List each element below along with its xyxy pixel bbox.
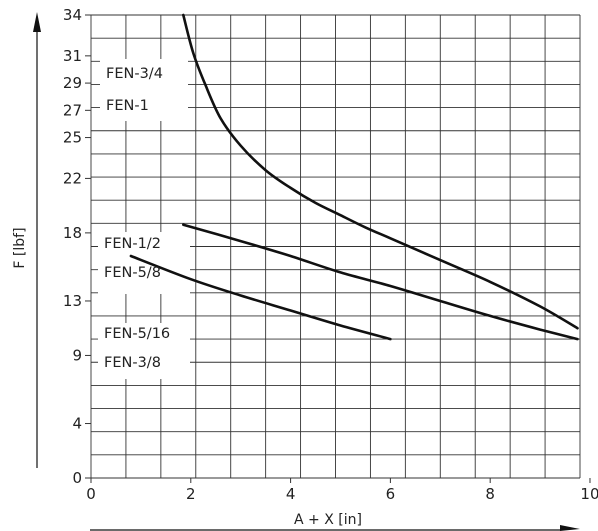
x-tick-label: 4 [286,485,296,503]
series-label: FEN-3/4 [106,66,163,82]
y-tick-labels: 0 4 9 13 18 22 25 27 29 31 34 [63,6,91,487]
series-label: FEN-5/16 [104,326,170,342]
x-tick-label: 2 [186,485,196,503]
x-axis-arrowhead [560,525,580,531]
series-labels: FEN-3/4 FEN-1 FEN-1/2 FEN-5/8 FEN-5/16 FEN-3/… [104,66,170,371]
series-label: FEN-1 [106,98,149,114]
y-tick-label: 18 [63,224,82,242]
series-line-2 [182,223,579,341]
series-label: FEN-5/8 [104,265,161,281]
grid-lines [90,14,581,479]
series-label: FEN-1/2 [104,236,161,252]
x-tick-labels: 0 2 4 6 8 10 [86,478,598,503]
x-axis-title: A + X [in] [294,512,362,528]
x-tick-label: 10 [580,485,598,503]
series-label: FEN-3/8 [104,355,161,371]
y-tick-label: 29 [63,74,82,92]
y-axis-arrowhead [33,12,41,32]
y-tick-label: 9 [72,346,82,364]
label-backdrop [100,59,188,121]
series-line-1 [182,13,579,330]
y-tick-label: 4 [72,415,82,433]
y-tick-label: 22 [63,169,82,187]
series-line-3 [129,254,392,341]
series-curves [129,13,579,341]
label-backdrop [98,323,190,379]
x-tick-label: 8 [485,485,495,503]
x-tick-label: 6 [386,485,396,503]
y-tick-label: 13 [63,292,82,310]
y-tick-label: 0 [72,469,82,487]
axes [33,12,580,531]
x-tick-label: 0 [86,485,96,503]
label-backdrop [98,232,190,294]
y-tick-label: 34 [63,6,82,24]
y-axis-title: F [lbf] [12,227,28,268]
y-tick-label: 25 [63,129,82,147]
y-tick-label: 27 [63,101,82,119]
y-tick-label: 31 [63,47,82,65]
